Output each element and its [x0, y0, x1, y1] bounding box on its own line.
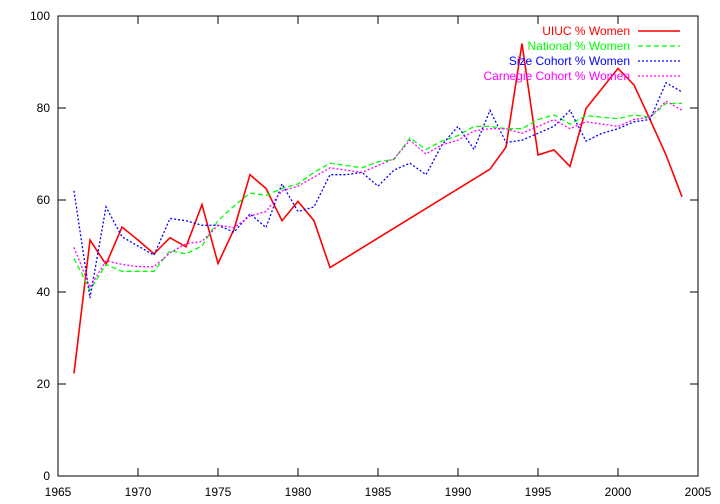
axis-ticks: 1965 1970 1975 1980 1985 1990 1995 2000 2005 0 20 4…	[30, 9, 712, 499]
legend-label-uiuc-women: UIUC % Women	[542, 24, 630, 38]
x-tick-label: 1980	[285, 485, 312, 499]
series-line-national-women	[73, 102, 682, 292]
y-tick-label: 100	[30, 9, 50, 23]
x-tick-label: 1995	[525, 485, 552, 499]
y-tick-label: 60	[37, 193, 51, 207]
x-tick-label: 1970	[125, 485, 152, 499]
series-line-size-cohort-women	[73, 81, 683, 299]
y-tick-label: 40	[37, 285, 51, 299]
x-tick-label: 1965	[45, 485, 72, 499]
y-tick-label: 80	[37, 101, 51, 115]
legend-label-national-women: National % Women	[528, 39, 631, 53]
y-tick-label: 20	[37, 377, 51, 391]
x-tick-label: 2005	[685, 485, 712, 499]
x-tick-label: 2000	[605, 485, 632, 499]
y-tick-label: 0	[43, 469, 50, 483]
series-line-carnegie-cohort-women	[73, 100, 683, 289]
legend-label-carnegie-cohort-women: Carnegie Cohort % Women	[483, 69, 630, 83]
x-tick-label: 1985	[365, 485, 392, 499]
x-tick-label: 1975	[205, 485, 232, 499]
plot-frame	[57, 15, 699, 477]
legend-label-size-cohort-women: Size Cohort % Women	[509, 54, 630, 68]
series-lines	[73, 43, 683, 374]
x-tick-label: 1990	[445, 485, 472, 499]
series-line-uiuc-women	[73, 43, 683, 374]
